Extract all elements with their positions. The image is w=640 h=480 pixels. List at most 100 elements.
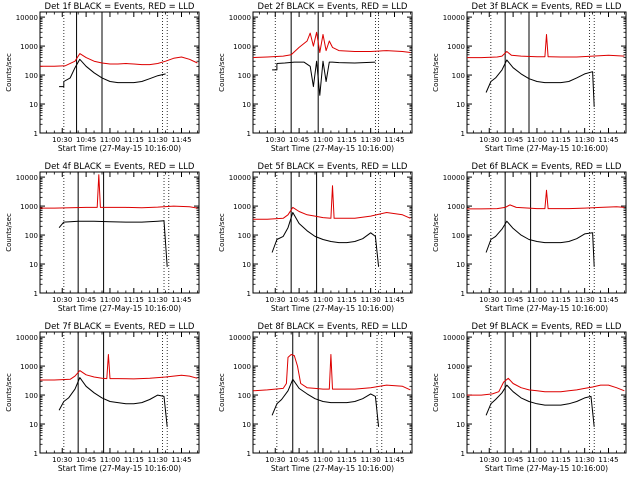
lld-series-line — [467, 189, 625, 210]
events-series-line — [271, 212, 380, 267]
x-axis-label: Start Time (27-May-15 10:16:00) — [58, 464, 181, 473]
detector-panel: Det 1f BLACK = Events, RED = LLD 1 10 100 10… — [5, 2, 200, 153]
x-tick-label: 11:30 — [148, 296, 168, 304]
x-tick-label: 10:45 — [289, 456, 309, 464]
x-tick-label: 10:30 — [52, 136, 72, 144]
detector-panel: Det 7f BLACK = Events, RED = LLD 1 10 100 10… — [5, 322, 200, 473]
x-tick-label: 11:00 — [100, 456, 120, 464]
y-tick-label: 1000 — [233, 203, 251, 211]
plot-frame — [39, 171, 200, 294]
y-tick-label: 100 — [452, 392, 465, 400]
x-axis-label: Start Time (27-May-15 10:16:00) — [485, 144, 608, 153]
y-axis-label: Counts/sec — [5, 213, 13, 252]
x-tick-label: 11:00 — [527, 296, 547, 304]
x-tick-label: 10:30 — [52, 296, 72, 304]
x-tick-label: 11:15 — [551, 456, 571, 464]
y-axis-label: Counts/sec — [432, 213, 440, 252]
x-tick-label: 11:45 — [598, 296, 618, 304]
y-tick-label: 1 — [461, 130, 465, 138]
x-axis-label: Start Time (27-May-15 10:16:00) — [58, 304, 181, 313]
x-tick-label: 11:15 — [124, 136, 144, 144]
x-tick-label: 10:30 — [265, 456, 285, 464]
detector-panel: Det 8f BLACK = Events, RED = LLD 1 10 100 10… — [218, 322, 413, 473]
events-series-line — [58, 377, 168, 427]
x-tick-label: 10:30 — [479, 296, 499, 304]
x-axis-label: Start Time (27-May-15 10:16:00) — [271, 144, 394, 153]
y-tick-label: 10000 — [16, 174, 38, 182]
x-tick-label: 10:45 — [503, 136, 523, 144]
y-axis-label: Counts/sec — [5, 373, 13, 412]
y-tick-label: 1 — [34, 130, 38, 138]
y-axis-label: Counts/sec — [432, 373, 440, 412]
x-axis-label: Start Time (27-May-15 10:16:00) — [485, 304, 608, 313]
y-tick-label: 10 — [456, 421, 465, 429]
panel-title: Det 9f BLACK = Events, RED = LLD — [472, 322, 622, 332]
y-tick-label: 10 — [242, 101, 251, 109]
x-tick-label: 11:30 — [575, 296, 595, 304]
x-tick-label: 10:30 — [479, 456, 499, 464]
x-tick-label: 11:15 — [337, 456, 357, 464]
panel-title: Det 3f BLACK = Events, RED = LLD — [472, 2, 622, 12]
x-tick-label: 11:00 — [313, 296, 333, 304]
detector-panel: Det 3f BLACK = Events, RED = LLD 1 10 100 10… — [432, 2, 627, 153]
panel-title: Det 2f BLACK = Events, RED = LLD — [258, 2, 408, 12]
y-axis-label: Counts/sec — [218, 213, 226, 252]
events-series-line — [485, 384, 595, 427]
events-series-line — [271, 378, 380, 427]
events-series-line — [58, 220, 168, 267]
y-tick-label: 10000 — [229, 174, 251, 182]
lld-series-line — [467, 34, 625, 59]
panel-title: Det 5f BLACK = Events, RED = LLD — [258, 162, 408, 172]
y-tick-label: 100 — [25, 392, 38, 400]
y-tick-label: 10 — [456, 261, 465, 269]
plot-frame — [39, 331, 200, 454]
x-tick-label: 11:00 — [313, 456, 333, 464]
events-series-line — [485, 220, 595, 267]
x-tick-label: 11:00 — [100, 296, 120, 304]
y-tick-label: 1000 — [233, 363, 251, 371]
plot-frame — [466, 11, 627, 134]
y-tick-label: 1 — [34, 450, 38, 458]
y-tick-label: 1 — [247, 290, 251, 298]
x-tick-label: 10:45 — [76, 136, 96, 144]
y-tick-label: 1000 — [233, 43, 251, 51]
x-tick-label: 11:45 — [384, 296, 404, 304]
detector-panel: Det 4f BLACK = Events, RED = LLD 1 10 100 10… — [5, 162, 200, 313]
x-tick-label: 11:15 — [551, 296, 571, 304]
x-tick-label: 10:45 — [76, 456, 96, 464]
y-tick-label: 10 — [456, 101, 465, 109]
x-tick-label: 10:45 — [503, 296, 523, 304]
x-tick-label: 10:30 — [479, 136, 499, 144]
y-tick-label: 1000 — [20, 43, 38, 51]
x-tick-label: 11:15 — [124, 296, 144, 304]
y-tick-label: 1 — [461, 450, 465, 458]
panel-title: Det 7f BLACK = Events, RED = LLD — [45, 322, 195, 332]
x-tick-label: 11:30 — [148, 136, 168, 144]
plot-frame — [252, 171, 413, 294]
y-tick-label: 100 — [238, 232, 251, 240]
x-axis-label: Start Time (27-May-15 10:16:00) — [485, 464, 608, 473]
y-tick-label: 10 — [242, 421, 251, 429]
x-tick-label: 11:00 — [527, 456, 547, 464]
x-tick-label: 10:30 — [52, 456, 72, 464]
x-axis-label: Start Time (27-May-15 10:16:00) — [271, 464, 394, 473]
lld-series-line — [40, 354, 198, 381]
x-tick-label: 11:45 — [598, 136, 618, 144]
detector-panel: Det 5f BLACK = Events, RED = LLD 1 10 100 10… — [218, 162, 413, 313]
panel-title: Det 8f BLACK = Events, RED = LLD — [258, 322, 408, 332]
y-axis-label: Counts/sec — [432, 53, 440, 92]
lld-series-line — [40, 53, 198, 67]
y-tick-label: 1000 — [447, 43, 465, 51]
x-tick-label: 11:00 — [100, 136, 120, 144]
y-tick-label: 10 — [242, 261, 251, 269]
y-tick-label: 100 — [238, 72, 251, 80]
y-tick-label: 10 — [29, 261, 38, 269]
events-series-line — [59, 58, 166, 88]
y-tick-label: 1 — [247, 130, 251, 138]
y-axis-label: Counts/sec — [5, 53, 13, 92]
x-tick-label: 11:15 — [337, 136, 357, 144]
y-tick-label: 1000 — [447, 363, 465, 371]
x-tick-label: 11:30 — [575, 136, 595, 144]
lld-series-line — [467, 377, 625, 396]
